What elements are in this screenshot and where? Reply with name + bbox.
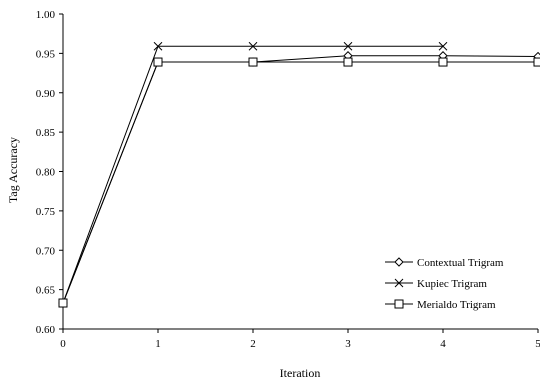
legend-marker: [394, 278, 404, 288]
series-layer: [58, 41, 540, 308]
series-square: [58, 57, 540, 308]
series-line: [62, 45, 443, 304]
data-point: [248, 41, 258, 51]
legend-marker: [394, 299, 404, 309]
legend-label: Kupiec Trigram: [417, 278, 487, 290]
y-axis-title: Tag Accuracy: [6, 137, 20, 203]
x-marker-stroke: [153, 41, 163, 51]
x-tick-label: 4: [440, 338, 446, 350]
x-marker-stroke: [394, 278, 404, 288]
data-point: [533, 57, 540, 67]
legend-label: Merialdo Trigram: [417, 299, 496, 311]
y-tick-label: 0.95: [36, 48, 56, 60]
data-point: [343, 57, 353, 67]
x-tick-label: 1: [155, 338, 161, 350]
y-tick-label: 0.90: [36, 88, 56, 100]
x-axis-title: Iteration: [280, 366, 321, 380]
legend: Contextual Trigram Kupiec Trigram Merialdo…: [385, 257, 504, 311]
x-tick-label: 5: [535, 338, 540, 350]
series-line: [62, 61, 538, 304]
legend-item: Kupiec Trigram: [385, 278, 487, 290]
data-point: [343, 41, 353, 51]
data-point: [438, 57, 448, 67]
x-ticks: 0 1 2 3 4 5: [60, 329, 540, 350]
y-tick-label: 0.70: [36, 245, 56, 257]
legend-marker: [394, 257, 404, 267]
x-tick-label: 2: [250, 338, 256, 350]
data-point: [153, 41, 163, 51]
x-tick-label: 3: [345, 338, 351, 350]
data-point: [58, 298, 68, 308]
y-tick-label: 0.60: [36, 324, 56, 336]
y-tick-label: 0.85: [36, 127, 56, 139]
x-marker-stroke: [248, 41, 258, 51]
y-tick-label: 0.75: [36, 206, 56, 218]
y-ticks: 0.60 0.65 0.70 0.75 0.80 0.85 0.90 0.95 1.00: [36, 9, 63, 336]
y-tick-label: 0.65: [36, 285, 56, 297]
legend-item: Contextual Trigram: [385, 257, 504, 269]
y-tick-label: 1.00: [36, 9, 56, 21]
y-tick-label: 0.80: [36, 167, 56, 179]
data-point: [153, 57, 163, 67]
x-marker-stroke: [438, 41, 448, 51]
x-marker-stroke: [343, 41, 353, 51]
x-tick-label: 0: [60, 338, 66, 350]
data-point: [438, 41, 448, 51]
legend-item: Merialdo Trigram: [385, 299, 496, 311]
series-x: [58, 41, 448, 308]
data-point: [248, 57, 258, 67]
legend-label: Contextual Trigram: [417, 257, 504, 269]
